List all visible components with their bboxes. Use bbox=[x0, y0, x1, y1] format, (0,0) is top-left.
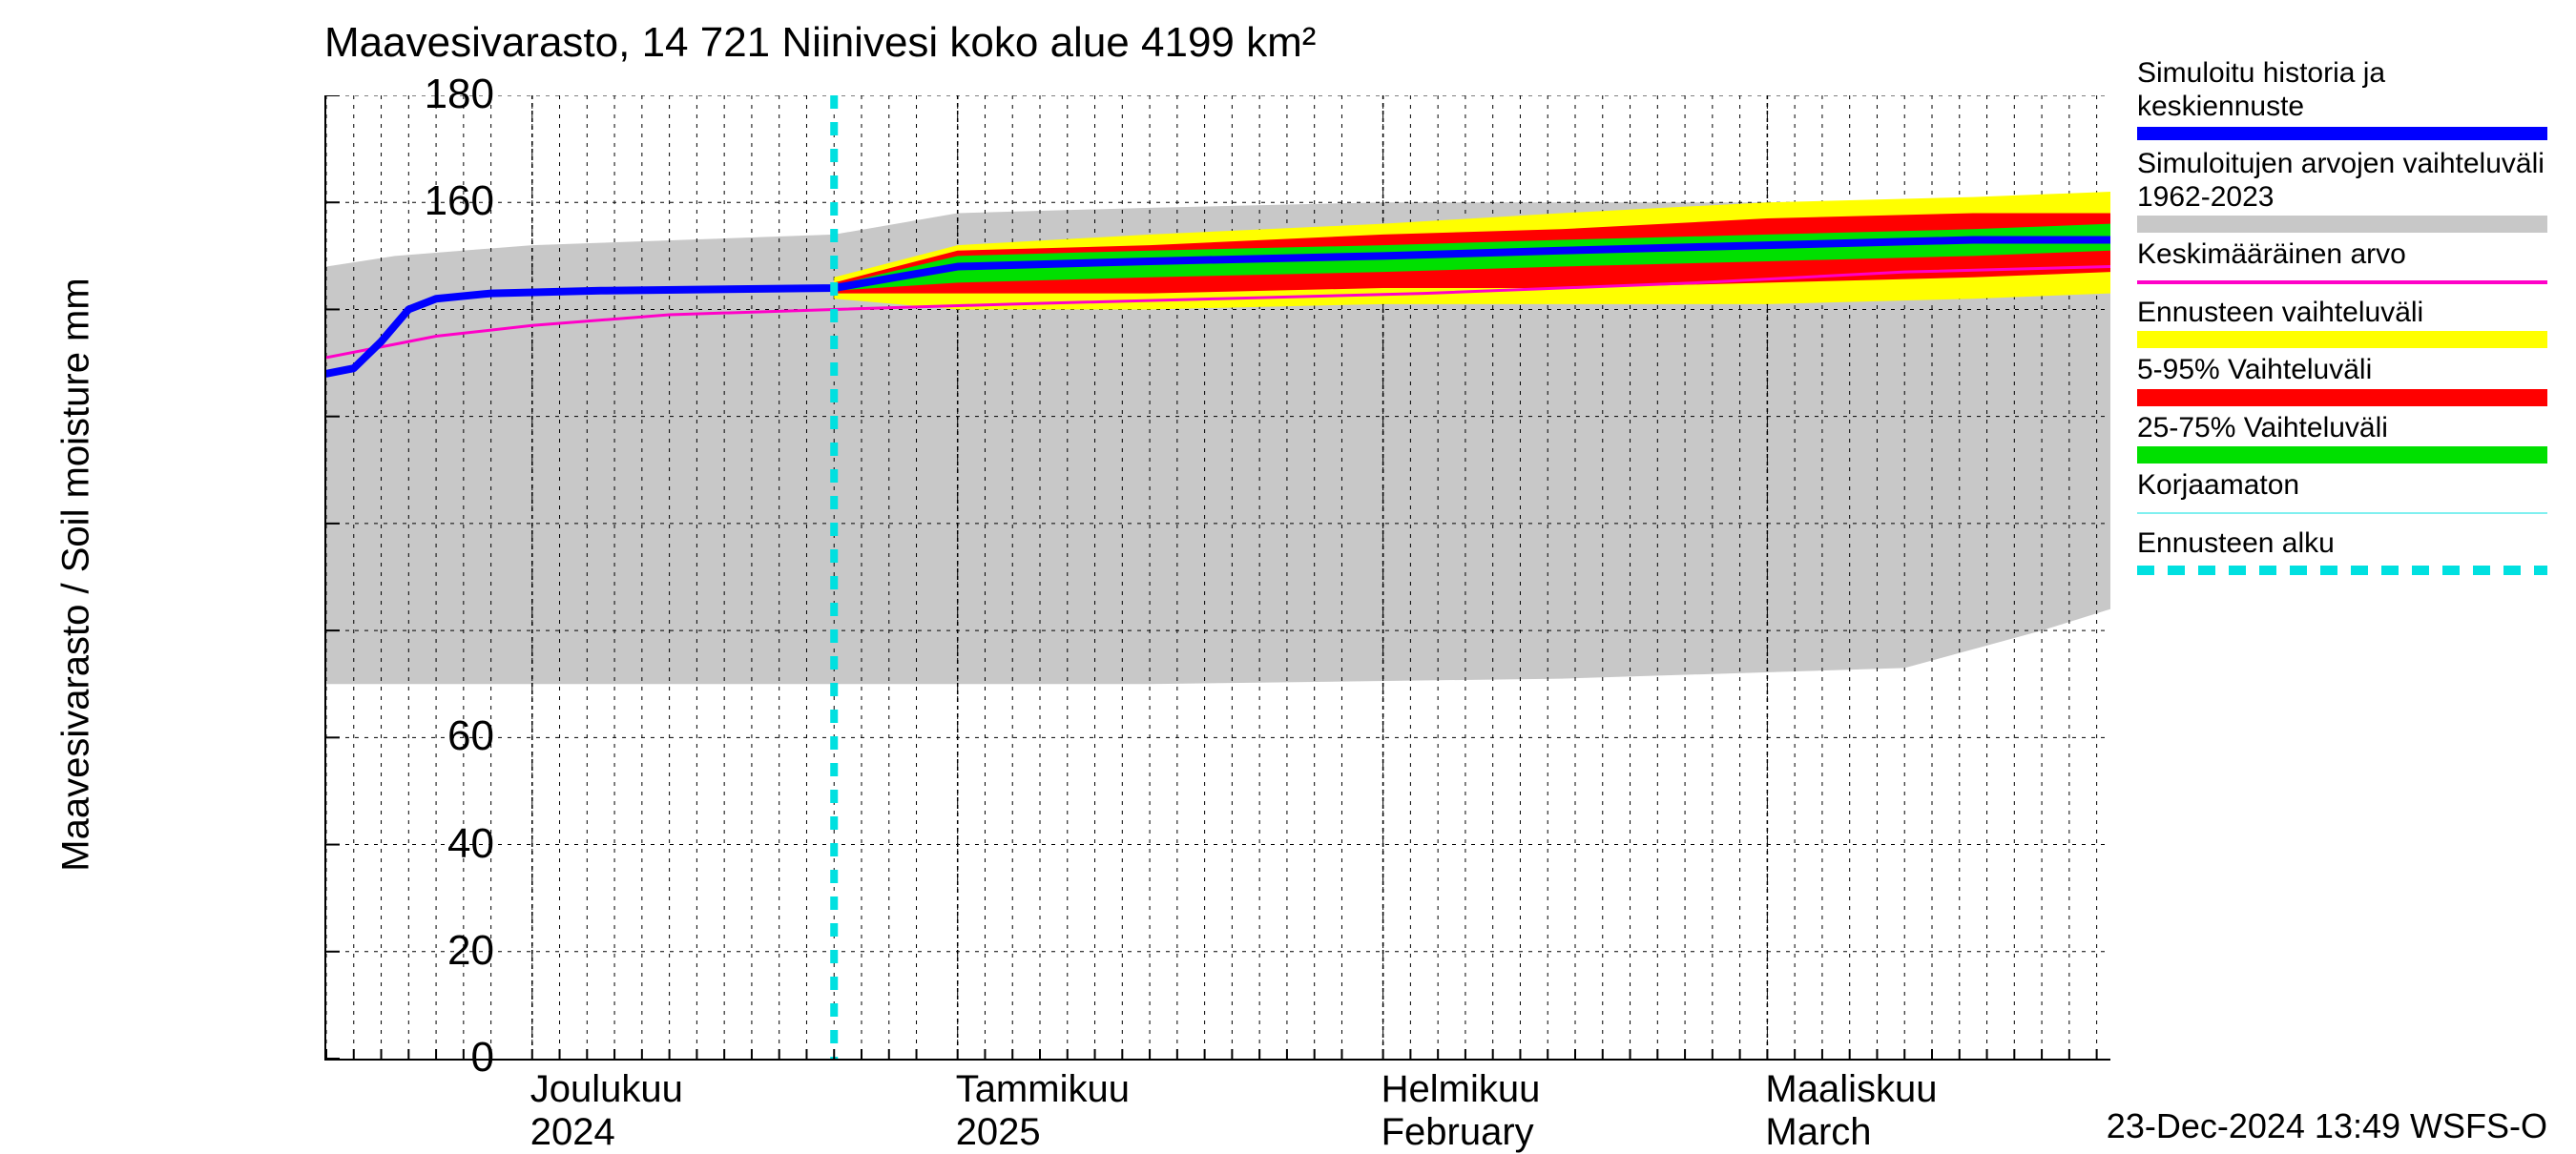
legend-label: 25-75% Vaihteluväli bbox=[2137, 412, 2547, 445]
y-axis-label: Maavesivarasto / Soil moisture mm bbox=[55, 51, 98, 1100]
legend-item-unc: Korjaamaton bbox=[2137, 469, 2547, 522]
chart-container: Maavesivarasto, 14 721 Niinivesi koko al… bbox=[0, 0, 2576, 1144]
x-month-label: Maaliskuu bbox=[1765, 1068, 1937, 1111]
y-axis-label-wrap: Maavesivarasto / Soil moisture mm bbox=[57, 38, 95, 1087]
legend-swatch bbox=[2137, 446, 2547, 464]
legend-swatch bbox=[2137, 562, 2547, 579]
legend-item-p595: 5-95% Vaihteluväli bbox=[2137, 354, 2547, 406]
x-month-label: Joulukuu bbox=[530, 1068, 683, 1111]
x-month-label: Tammikuu bbox=[956, 1068, 1130, 1111]
x-month-sublabel: March bbox=[1765, 1111, 1871, 1154]
x-month-sublabel: 2025 bbox=[956, 1111, 1041, 1154]
chart-svg bbox=[326, 95, 2110, 1059]
legend-label: Keskimääräinen arvo bbox=[2137, 238, 2547, 272]
legend-swatch bbox=[2137, 331, 2547, 348]
legend-swatch bbox=[2137, 505, 2547, 522]
legend-label: Korjaamaton bbox=[2137, 469, 2547, 503]
x-month-label: Helmikuu bbox=[1381, 1068, 1541, 1111]
plot-area bbox=[324, 95, 2110, 1061]
x-month-sublabel: 2024 bbox=[530, 1111, 615, 1154]
x-month-sublabel: February bbox=[1381, 1111, 1534, 1154]
legend-item-fcst: Ennusteen alku bbox=[2137, 527, 2547, 580]
chart-footer: 23-Dec-2024 13:49 WSFS-O bbox=[2107, 1106, 2547, 1146]
legend-swatch bbox=[2137, 216, 2547, 233]
legend: Simuloitu historia ja keskiennuste Simulo… bbox=[2137, 57, 2547, 585]
legend-label: 5-95% Vaihteluväli bbox=[2137, 354, 2547, 387]
legend-item-rng: Simuloitujen arvojen vaihteluväli 1962-2… bbox=[2137, 148, 2547, 233]
legend-label: Simuloitu historia ja keskiennuste bbox=[2137, 57, 2547, 123]
legend-item-p2575: 25-75% Vaihteluväli bbox=[2137, 412, 2547, 464]
chart-title: Maavesivarasto, 14 721 Niinivesi koko al… bbox=[324, 19, 1316, 67]
legend-swatch bbox=[2137, 125, 2547, 142]
legend-label: Simuloitujen arvojen vaihteluväli 1962-2… bbox=[2137, 148, 2547, 214]
legend-item-full: Ennusteen vaihteluväli bbox=[2137, 297, 2547, 349]
legend-label: Ennusteen vaihteluväli bbox=[2137, 297, 2547, 330]
legend-item-mean: Keskimääräinen arvo bbox=[2137, 238, 2547, 291]
legend-swatch bbox=[2137, 389, 2547, 406]
legend-item-sim: Simuloitu historia ja keskiennuste bbox=[2137, 57, 2547, 142]
legend-label: Ennusteen alku bbox=[2137, 527, 2547, 561]
legend-swatch bbox=[2137, 274, 2547, 291]
